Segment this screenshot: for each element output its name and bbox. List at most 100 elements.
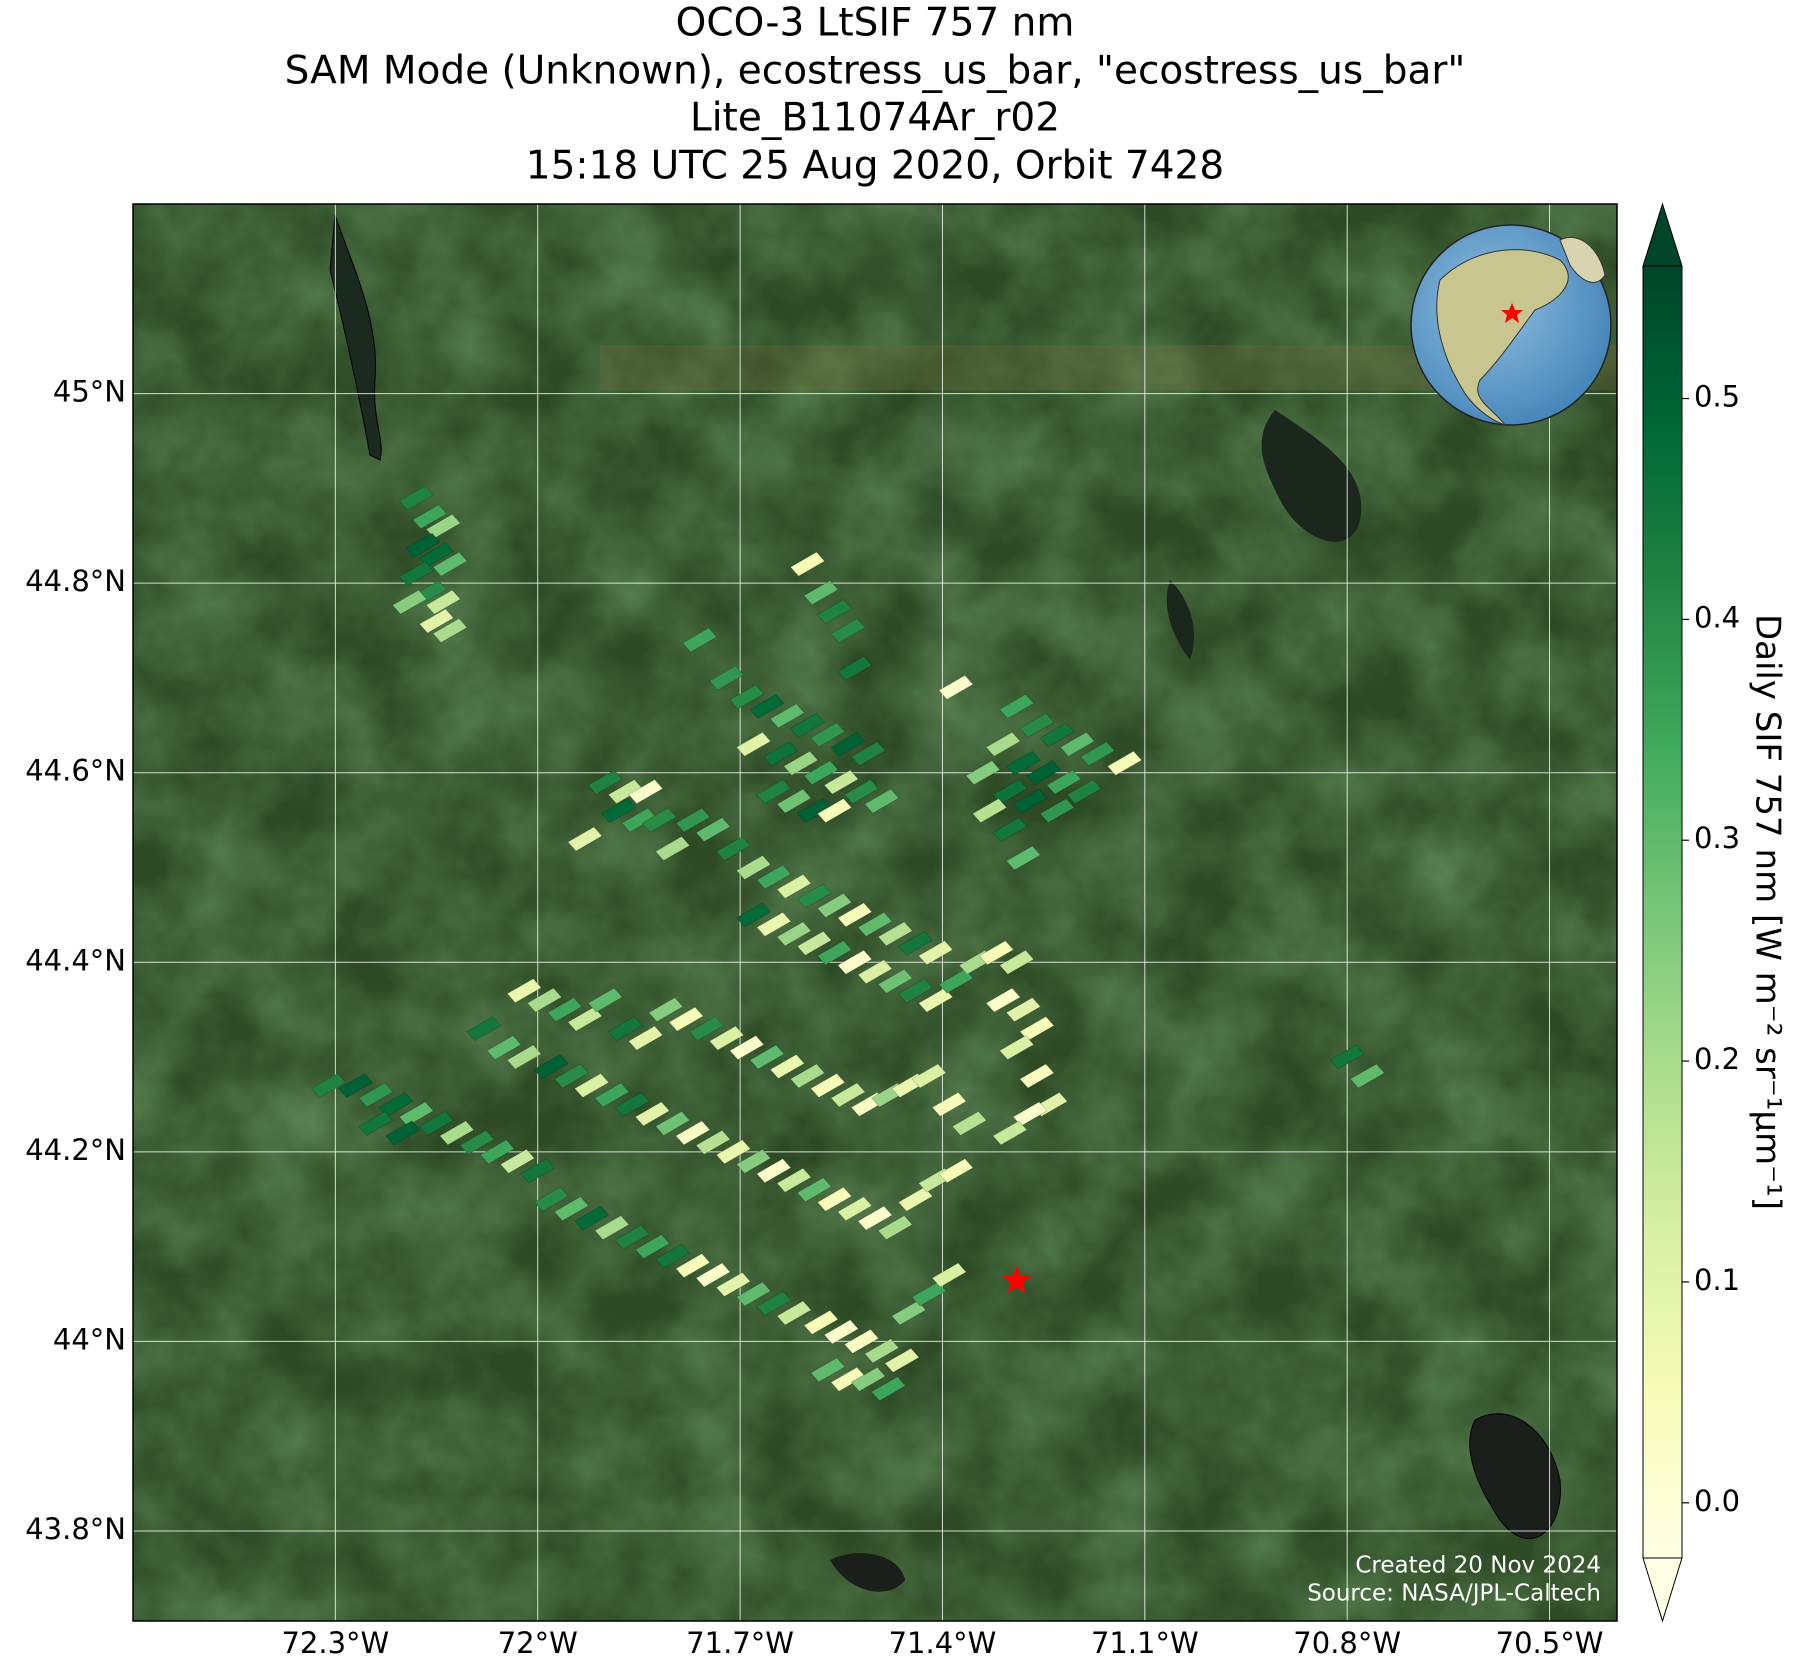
footprint — [1107, 750, 1143, 776]
colorbar-tick-label: 0.5 — [1694, 380, 1740, 414]
footprint — [466, 1016, 502, 1041]
footprint — [796, 930, 832, 956]
footprint — [675, 1253, 711, 1278]
lake — [1166, 580, 1194, 660]
footprint — [999, 1035, 1035, 1060]
footprint — [695, 817, 731, 842]
y-tick-label: 45°N — [53, 375, 126, 409]
footprint — [500, 1148, 535, 1174]
lake — [329, 214, 382, 461]
y-tick-label: 44°N — [53, 1322, 126, 1356]
footprint — [864, 1338, 900, 1364]
y-tick-label: 44.6°N — [25, 754, 126, 788]
footprint — [533, 1054, 569, 1079]
footprint — [506, 978, 542, 1004]
footprint — [432, 618, 468, 643]
lake — [830, 1552, 905, 1592]
footprint — [817, 599, 852, 624]
footprint — [634, 1234, 670, 1259]
footprint — [520, 1158, 556, 1184]
footprint — [783, 750, 819, 776]
footprint — [715, 1139, 751, 1165]
footprint — [871, 1376, 906, 1402]
footprint — [877, 921, 913, 947]
footprint — [709, 1025, 745, 1051]
colorbar-tick-label: 0.1 — [1694, 1263, 1740, 1297]
footprint — [425, 589, 461, 615]
footprint — [749, 693, 785, 719]
footprint — [574, 1205, 610, 1231]
footprint — [918, 940, 954, 966]
globe-star — [1501, 303, 1523, 323]
footprint — [715, 1272, 751, 1297]
footprint — [817, 893, 852, 918]
footprint — [850, 1366, 886, 1392]
footprint — [951, 1111, 987, 1136]
x-tick-label: 71.1°W — [1091, 1626, 1199, 1660]
footprint — [877, 968, 913, 994]
gridlines — [133, 204, 1617, 1621]
colorbar-extend-top — [1642, 202, 1683, 267]
footprint — [769, 1054, 805, 1079]
footprint — [823, 769, 859, 795]
footprint — [1019, 712, 1055, 738]
footprint — [790, 1063, 826, 1089]
x-tick-label: 71.7°W — [686, 1626, 794, 1660]
colorbar-tick-label: 0.0 — [1694, 1484, 1740, 1518]
title-line: Lite_B11074Ar_r02 — [690, 96, 1060, 141]
footprint — [614, 1092, 650, 1117]
footprint — [729, 1035, 765, 1060]
footprint — [655, 1111, 691, 1136]
footprint — [830, 1082, 866, 1108]
footprint — [776, 921, 812, 947]
footprint — [817, 940, 852, 966]
footprint — [938, 675, 974, 700]
footprint — [1059, 731, 1095, 757]
footprint — [358, 1082, 394, 1108]
footprint — [830, 618, 866, 643]
footprint — [506, 1044, 542, 1070]
y-tick-label: 43.8°N — [25, 1512, 126, 1546]
footprint — [864, 788, 900, 814]
x-tick-label: 72°W — [498, 1626, 578, 1660]
footprint — [567, 1006, 603, 1032]
globe-land — [1559, 237, 1606, 283]
footprint — [634, 1101, 670, 1127]
footprint — [810, 1073, 846, 1098]
title-line: 15:18 UTC 25 Aug 2020, Orbit 7428 — [526, 144, 1224, 189]
credit: Source: NASA/JPL-Caltech — [1307, 1581, 1601, 1607]
footprint — [898, 978, 933, 1004]
footprint — [459, 1129, 495, 1155]
footprint — [938, 1158, 974, 1184]
footprint — [709, 665, 745, 691]
footprint — [837, 902, 873, 928]
footprint — [911, 1063, 947, 1089]
footprint — [763, 741, 799, 767]
footprint — [756, 779, 792, 805]
site-star — [1002, 1265, 1031, 1293]
footprint — [796, 1177, 832, 1203]
footprint — [857, 1205, 893, 1231]
credit: Created 20 Nov 2024 — [1355, 1553, 1601, 1579]
footprint — [601, 798, 637, 823]
footprint — [776, 1300, 812, 1326]
footprint — [844, 1329, 879, 1354]
y-tick-label: 44.4°N — [25, 943, 126, 977]
footprint — [587, 987, 623, 1013]
colorbar: 0.0 0.1 0.2 0.3 0.4 0.5 — [1642, 202, 1740, 1623]
title-line: OCO-3 LtSIF 757 nm — [676, 1, 1075, 46]
footprint — [803, 1310, 839, 1335]
footprint — [628, 779, 664, 805]
footprint — [823, 1319, 859, 1345]
colorbar-label: Daily SIF 757 nm [W m⁻² sr⁻¹μm⁻¹] — [1748, 614, 1788, 1210]
footprint — [844, 779, 879, 805]
footprint — [776, 874, 812, 899]
x-tick-label: 70.5°W — [1496, 1626, 1604, 1660]
y-tick-label: 44.2°N — [25, 1133, 126, 1167]
footprint — [790, 712, 826, 738]
footprint — [999, 949, 1035, 975]
footprint — [1005, 750, 1041, 776]
footprint — [547, 997, 583, 1023]
footprint — [931, 1262, 967, 1288]
footprint — [972, 798, 1008, 823]
